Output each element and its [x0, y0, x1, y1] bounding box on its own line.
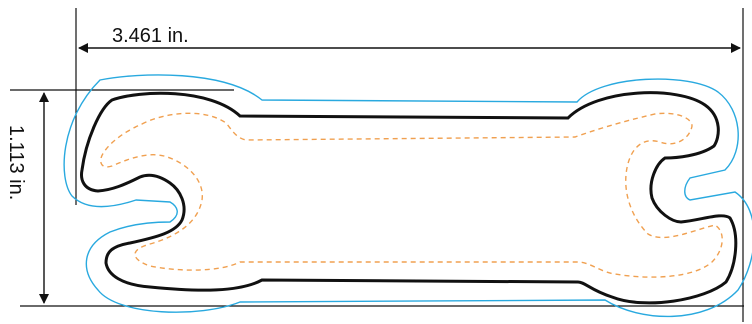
height-dimension-label: 1.113 in.: [5, 125, 27, 200]
width-dimension-label: 3.461 in.: [112, 25, 189, 47]
inner-offset-path: [100, 112, 723, 278]
part-outline: [80, 91, 738, 305]
outer-offset-path: [63, 74, 752, 318]
